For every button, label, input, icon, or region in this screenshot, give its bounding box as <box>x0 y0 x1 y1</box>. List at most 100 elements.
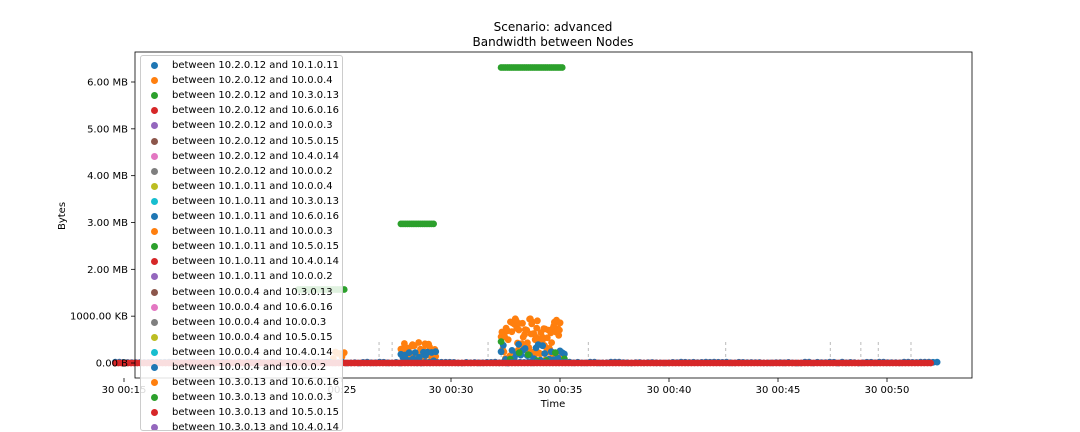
legend-marker <box>151 348 158 356</box>
data-point <box>521 345 529 352</box>
legend-marker <box>151 197 158 205</box>
legend-label: between 10.1.0.11 and 10.0.0.3 <box>172 226 333 238</box>
legend-marker <box>151 394 158 402</box>
data-point <box>548 339 555 346</box>
legend-marker <box>151 379 158 387</box>
legend-label: between 10.1.0.11 and 10.6.0.16 <box>172 211 340 222</box>
legend-item: between 10.0.0.4 and 10.0.0.3 <box>141 315 326 330</box>
legend-label: between 10.2.0.12 and 10.0.0.3 <box>172 120 333 132</box>
y-axis: 0.00 B 1000.00 KB 2.00 MB 3.00 MB 4.00 MB 5.0… <box>70 78 135 370</box>
legend-marker <box>151 288 158 296</box>
chart-title: Scenario: advanced <box>494 20 613 34</box>
legend-item: between 10.0.0.4 and 10.3.0.13 <box>141 285 333 300</box>
legend-marker <box>151 137 158 145</box>
legend-marker <box>151 333 158 341</box>
legend-marker <box>151 182 158 190</box>
data-point <box>524 351 532 358</box>
legend-marker <box>151 152 158 160</box>
legend-marker <box>151 92 158 100</box>
legend-marker <box>151 243 158 251</box>
x-axis-label: Time <box>540 399 565 410</box>
legend-marker <box>151 273 158 281</box>
legend-marker <box>151 167 158 175</box>
data-point <box>523 326 531 334</box>
legend-label: between 10.3.0.13 and 10.4.0.14 <box>172 422 340 431</box>
legend-label: between 10.0.0.4 and 10.0.0.2 <box>172 362 327 373</box>
legend-label: between 10.3.0.13 and 10.6.0.16 <box>172 377 340 389</box>
y-tick-label: 5.00 MB <box>87 124 128 135</box>
data-point <box>556 326 563 334</box>
data-point <box>515 326 523 334</box>
legend-label: between 10.0.0.4 and 10.6.0.16 <box>172 301 333 313</box>
data-point <box>432 348 440 356</box>
x-tick-label: 30 00:15 <box>102 385 147 396</box>
legend-label: between 10.2.0.12 and 10.5.0.15 <box>172 135 340 147</box>
data-point <box>556 319 564 327</box>
legend-label: between 10.1.0.11 and 10.5.0.15 <box>172 241 340 253</box>
data-point <box>519 319 526 327</box>
data-point <box>515 341 522 348</box>
y-tick-label: 6.00 MB <box>87 78 128 89</box>
legend-item: between 10.3.0.13 and 10.5.0.15 <box>141 405 339 420</box>
data-point <box>539 342 546 350</box>
legend-marker <box>151 122 158 130</box>
legend-label: between 10.2.0.12 and 10.6.0.16 <box>172 105 340 117</box>
x-tick-label: 30 00:40 <box>647 385 692 396</box>
legend: between 10.2.0.12 and 10.1.0.11 between 1… <box>140 55 343 431</box>
data-point <box>534 317 541 325</box>
y-tick-label: 1000.00 KB <box>70 312 128 323</box>
y-axis-label: Bytes <box>57 202 68 230</box>
legend-item: between 10.1.0.11 and 10.6.0.16 <box>141 209 339 224</box>
data-point <box>430 220 437 228</box>
data-point <box>933 358 941 366</box>
plot-area <box>134 51 973 379</box>
data-point <box>543 334 551 342</box>
legend-label: between 10.2.0.12 and 10.3.0.13 <box>172 90 340 102</box>
legend-item: between 10.3.0.13 and 10.6.0.16 <box>141 375 339 390</box>
data-point <box>405 349 413 357</box>
legend-item: between 10.1.0.11 and 10.0.0.3 <box>141 224 333 239</box>
data-point <box>504 336 512 344</box>
legend-label: between 10.1.0.11 and 10.0.0.2 <box>172 271 333 283</box>
legend-item: between 10.1.0.11 and 10.0.0.2 <box>141 269 333 284</box>
legend-marker <box>151 258 158 266</box>
legend-item: between 10.2.0.12 and 10.0.0.2 <box>141 164 333 179</box>
legend-item: between 10.2.0.12 and 10.6.0.16 <box>141 103 339 118</box>
legend-marker <box>151 318 158 326</box>
legend-item: between 10.0.0.4 and 10.0.0.2 <box>141 360 326 375</box>
legend-label: between 10.2.0.12 and 10.0.0.2 <box>172 165 333 177</box>
legend-label: between 10.3.0.13 and 10.0.0.3 <box>172 392 333 404</box>
legend-item: between 10.0.0.4 and 10.5.0.15 <box>141 330 333 345</box>
chart-subtitle: Bandwidth between Nodes <box>473 35 634 49</box>
legend-item: between 10.2.0.12 and 10.5.0.15 <box>141 134 339 149</box>
legend-label: between 10.2.0.12 and 10.0.0.4 <box>172 75 333 87</box>
legend-marker <box>151 107 158 115</box>
x-tick-label: 30 00:50 <box>865 385 910 396</box>
data-point <box>508 347 516 354</box>
legend-label: between 10.3.0.13 and 10.5.0.15 <box>172 407 340 419</box>
legend-label: between 10.0.0.4 and 10.4.0.14 <box>172 346 333 358</box>
legend-item: between 10.3.0.13 and 10.0.0.3 <box>141 390 333 405</box>
data-point <box>555 331 563 339</box>
legend-label: between 10.0.0.4 and 10.0.0.3 <box>172 316 327 328</box>
legend-marker <box>151 213 158 220</box>
legend-item: between 10.2.0.12 and 10.3.0.13 <box>141 88 339 103</box>
data-point <box>541 350 549 357</box>
legend-label: between 10.1.0.11 and 10.3.0.13 <box>172 195 340 207</box>
data-point <box>558 64 566 71</box>
legend-item: between 10.2.0.12 and 10.0.0.4 <box>141 73 333 88</box>
legend-item: between 10.2.0.12 and 10.1.0.11 <box>141 58 339 73</box>
legend-marker <box>151 409 158 417</box>
data-point <box>411 349 419 356</box>
legend-marker <box>151 228 158 236</box>
legend-label: between 10.0.0.4 and 10.3.0.13 <box>172 286 333 298</box>
legend-label: between 10.0.0.4 and 10.5.0.15 <box>172 331 333 343</box>
legend-item: between 10.1.0.11 and 10.4.0.14 <box>141 254 339 269</box>
data-point <box>415 353 423 361</box>
data-point <box>497 348 505 356</box>
legend-label: between 10.1.0.11 and 10.0.0.4 <box>172 180 333 192</box>
legend-item: between 10.1.0.11 and 10.0.0.4 <box>141 179 333 194</box>
legend-label: between 10.2.0.12 and 10.1.0.11 <box>172 60 340 71</box>
y-tick-label: 4.00 MB <box>87 171 128 182</box>
legend-item: between 10.3.0.13 and 10.4.0.14 <box>141 420 340 431</box>
